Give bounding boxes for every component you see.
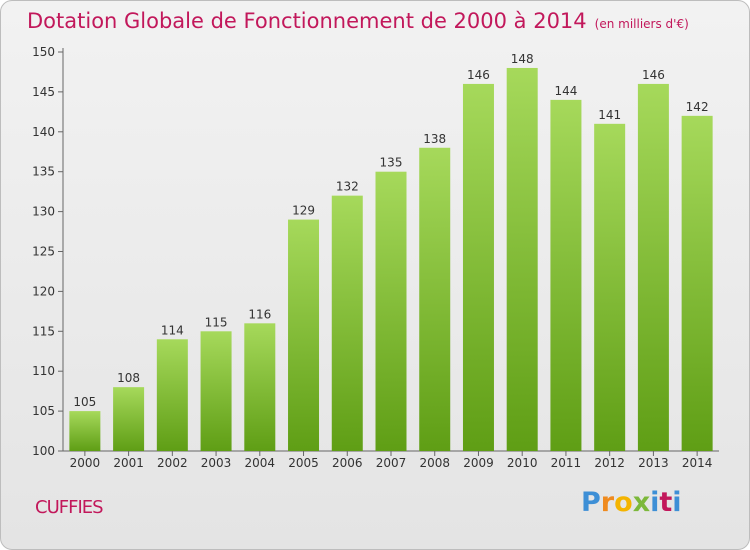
bar-2001 [113,387,145,451]
y-tick-label: 130 [32,205,55,219]
value-label-2007: 135 [380,156,403,170]
value-label-2010: 148 [511,52,534,66]
bar-2004 [244,323,276,451]
logo-letter: P [581,487,601,518]
x-tick-label-2005: 2005 [288,456,319,470]
y-tick-label: 110 [32,364,55,378]
x-tick-label-2014: 2014 [682,456,713,470]
chart-title-main: Dotation Globale de Fonctionnement de 20… [27,9,587,33]
y-tick-label: 105 [32,404,55,418]
value-label-2002: 114 [161,323,184,337]
logo-letter: o [614,487,633,518]
x-tick-label-2012: 2012 [594,456,625,470]
data-labels: 105 108 114 115 116 129 132 135 138 146 148 144 141 1… [73,52,708,409]
bar-2008 [419,147,451,451]
x-tick-label-2000: 2000 [70,456,101,470]
x-tick-label-2009: 2009 [463,456,494,470]
y-tick-label: 140 [32,125,55,139]
y-tick-label: 120 [32,284,55,298]
bar-2000 [69,411,101,451]
value-label-2004: 116 [248,307,271,321]
x-tick-label-2011: 2011 [551,456,582,470]
bar-2006 [331,195,363,451]
bar-2013 [637,83,669,452]
y-tick-label: 100 [32,444,55,458]
value-label-2012: 141 [598,108,621,122]
logo-letter: t [659,487,673,518]
bar-2011 [550,99,582,451]
y-axis: 100 105 110 115 120 125 130 135 140 145 150 [32,45,64,458]
bar-2010 [506,67,538,452]
x-tick-label-2007: 2007 [376,456,407,470]
y-tick-label: 145 [32,85,55,99]
logo-letter: r [600,487,615,518]
y-tick-label: 150 [32,45,55,59]
logo-letter: x [632,487,651,518]
x-tick-label-2003: 2003 [201,456,232,470]
value-label-2009: 146 [467,68,490,82]
logo-letter: i [650,487,660,518]
bar-2007 [375,171,407,451]
value-label-2008: 138 [423,132,446,146]
logo-letter: i [672,487,682,518]
value-label-2003: 115 [205,315,228,329]
chart-title-unit: (en milliers d'€) [594,17,689,31]
bar-2012 [594,123,626,451]
value-label-2005: 129 [292,204,315,218]
bar-2009 [462,83,494,452]
y-tick-label: 125 [32,245,55,259]
bar-2002 [156,339,188,451]
value-label-2014: 142 [686,100,709,114]
bar-2005 [288,219,320,451]
x-axis: 2000 2001 2002 2003 2004 2005 2006 2007 2008 2009… [63,450,719,470]
x-tick-label-2008: 2008 [419,456,450,470]
chart-title: Dotation Globale de Fonctionnement de 20… [27,9,689,33]
y-tick-label: 115 [32,324,55,338]
bar-2014 [681,115,713,451]
value-label-2011: 144 [554,84,577,98]
x-tick-label-2002: 2002 [157,456,188,470]
x-tick-label-2001: 2001 [113,456,144,470]
value-label-2013: 146 [642,68,665,82]
value-label-2006: 132 [336,180,359,194]
value-label-2000: 105 [73,395,96,409]
bars [69,67,713,452]
y-tick-label: 135 [32,165,55,179]
x-tick-label-2013: 2013 [638,456,669,470]
x-tick-label-2006: 2006 [332,456,363,470]
proxiti-logo: Proxiti [581,487,682,518]
bar-2003 [200,331,232,451]
x-tick-label-2010: 2010 [507,456,538,470]
place-name: CUFFIES [35,497,104,518]
x-tick-label-2004: 2004 [245,456,276,470]
value-label-2001: 108 [117,371,140,385]
